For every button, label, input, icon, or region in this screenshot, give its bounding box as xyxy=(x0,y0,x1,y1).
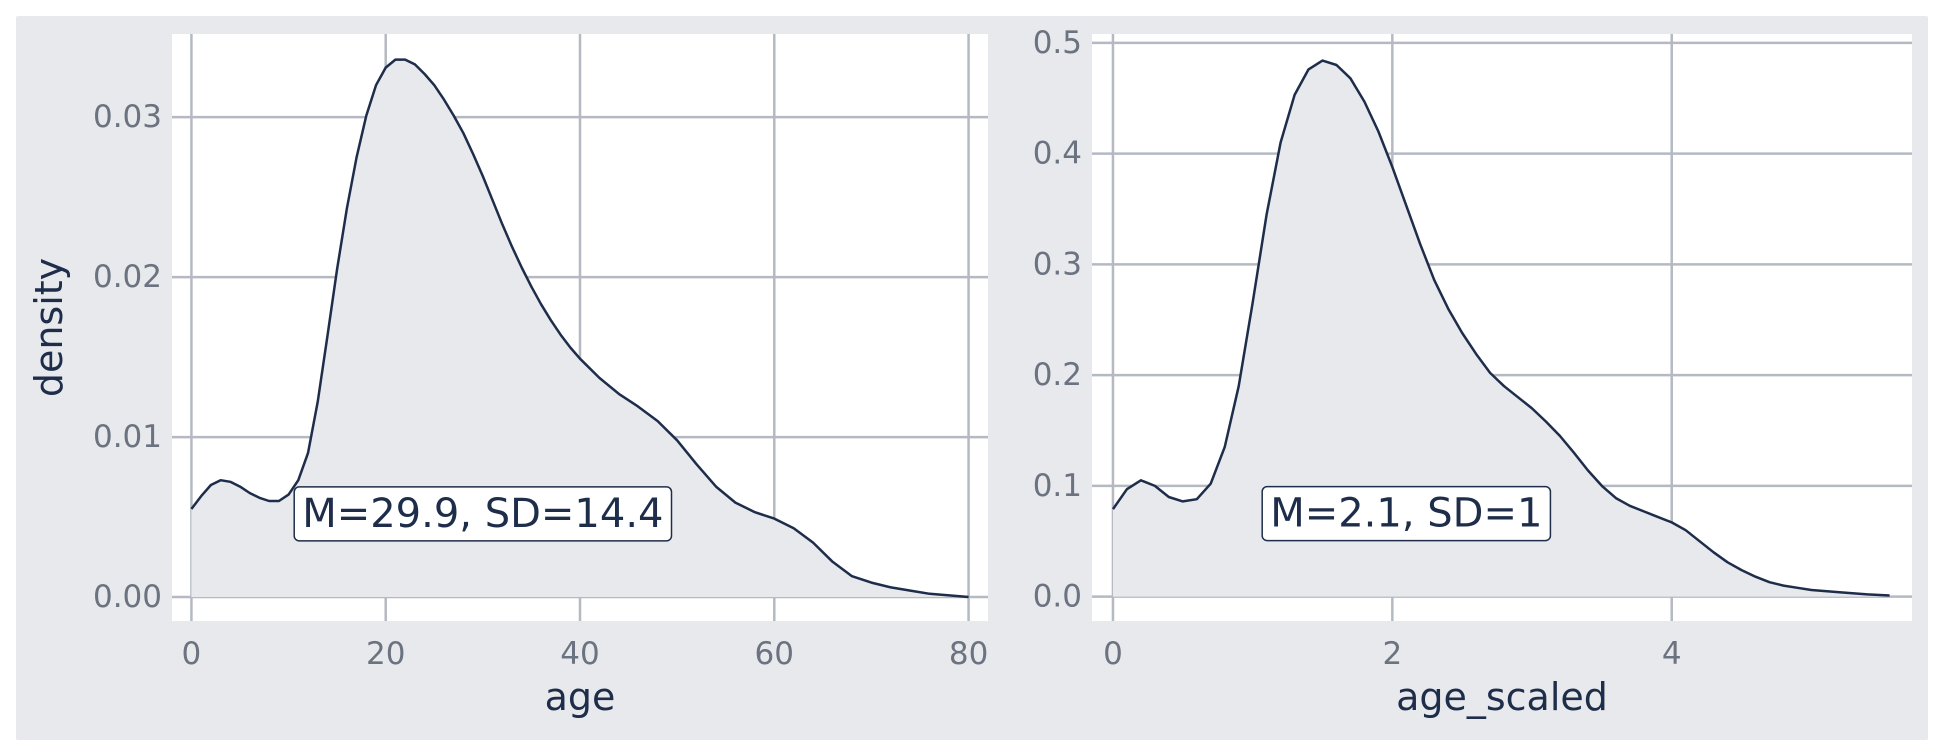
y-tick-label: 0.02 xyxy=(93,259,162,295)
x-tick-label: 60 xyxy=(755,636,794,672)
annotation-box xyxy=(293,486,673,542)
x-tick-label: 2 xyxy=(1382,636,1402,672)
y-axis-title: density xyxy=(27,258,71,397)
density-area xyxy=(191,59,969,598)
y-tick-label: 0.1 xyxy=(1033,468,1082,504)
panels: 0.000.010.020.030 20 40 60 80agedensityM=29.… xyxy=(27,25,1912,719)
density-area xyxy=(1113,60,1890,597)
density-line xyxy=(1111,59,1890,597)
y-tick-label: 0.2 xyxy=(1033,357,1082,393)
x-axis-title: age_scaled xyxy=(1396,675,1608,719)
x-tick-label: 40 xyxy=(560,636,599,672)
chart-panel-2: 0.0 0.1 0.2 0.3 0.4 0.5 0 2 4 age_scaled M=2.1, SD… xyxy=(1033,25,1912,719)
x-tick-label: 0 xyxy=(1103,636,1123,672)
x-tick-label: 80 xyxy=(949,636,988,672)
y-tick-label: 0.00 xyxy=(93,579,162,615)
x-tick-label: 20 xyxy=(366,636,405,672)
y-tick-label: 0.03 xyxy=(93,99,162,135)
x-axis-title: age xyxy=(545,675,616,719)
annotation-text: M=29.9, SD=14.4 xyxy=(302,491,663,537)
density-line xyxy=(190,58,969,599)
y-tick-label: 0.0 xyxy=(1033,579,1082,615)
annotation-label: M=2.1, SD=1 xyxy=(1261,485,1552,542)
y-tick-label: 0.4 xyxy=(1033,136,1082,172)
x-tick-label: 4 xyxy=(1662,636,1682,672)
chart-panel-1: 0.00 0.01 0.02 0.03 0 20 40 60 80 age density M=29.… xyxy=(27,34,988,719)
annotation-box xyxy=(1261,485,1552,542)
y-tick-label: 0.3 xyxy=(1033,246,1082,282)
y-tick-label: 0.01 xyxy=(93,419,162,455)
x-tick-label: 0 xyxy=(182,636,202,672)
annotation-text: M=2.1, SD=1 xyxy=(1270,491,1542,537)
annotation-label: M=29.9, SD=14.4 xyxy=(293,486,673,542)
y-tick-label: 0.5 xyxy=(1033,25,1082,61)
